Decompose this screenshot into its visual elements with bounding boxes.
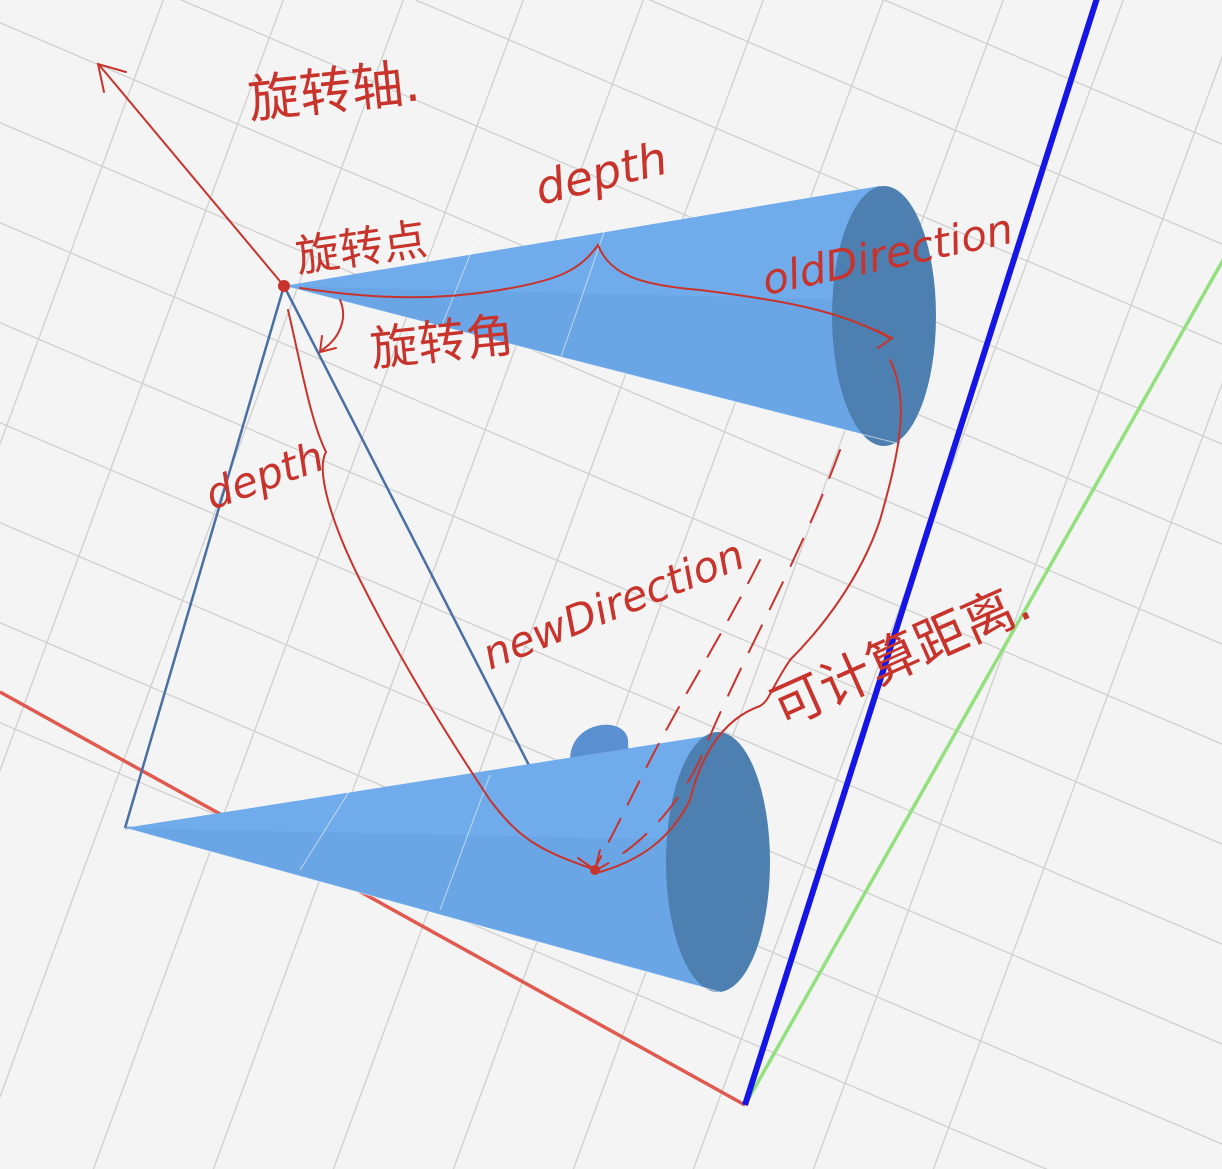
distance-curve — [599, 359, 902, 873]
rotation-point-dot[interactable] — [278, 280, 290, 292]
old-cone-shade — [284, 186, 880, 300]
old-cone-base — [832, 186, 936, 446]
rotation-angle-arc — [321, 299, 345, 351]
grid-overlay — [124, 214, 901, 993]
rotation-axis-arrowhead — [96, 62, 127, 93]
old-cone[interactable] — [284, 186, 936, 446]
annotation-strokes — [96, 62, 902, 875]
dashed-line-1 — [599, 449, 841, 869]
depth-brace-left — [287, 309, 591, 869]
old-direction-arrowhead — [875, 329, 894, 349]
helper-triangle — [123, 285, 562, 830]
y-axis — [743, 258, 1222, 1106]
rotation-angle-label: 旋转角 — [367, 307, 516, 378]
new-cone[interactable] — [125, 724, 770, 992]
z-axis — [742, 0, 1100, 1106]
dashed-line-2 — [595, 559, 761, 867]
new-direction-arrowhead — [577, 849, 601, 872]
depth-brace-top — [299, 242, 891, 339]
rotation-angle-arrowhead — [318, 335, 337, 354]
new-cone-shade — [125, 734, 720, 840]
depth-left-label: depth — [199, 432, 331, 520]
axes — [0, 0, 1222, 1107]
x-axis — [0, 690, 746, 1107]
rotation-axis-arrow — [99, 65, 285, 287]
new-direction-label: newDirection — [475, 530, 751, 679]
new-cone-base — [666, 732, 770, 992]
depth-top-label: depth — [530, 131, 673, 216]
rotation-axis-label: 旋转轴. — [245, 53, 423, 131]
